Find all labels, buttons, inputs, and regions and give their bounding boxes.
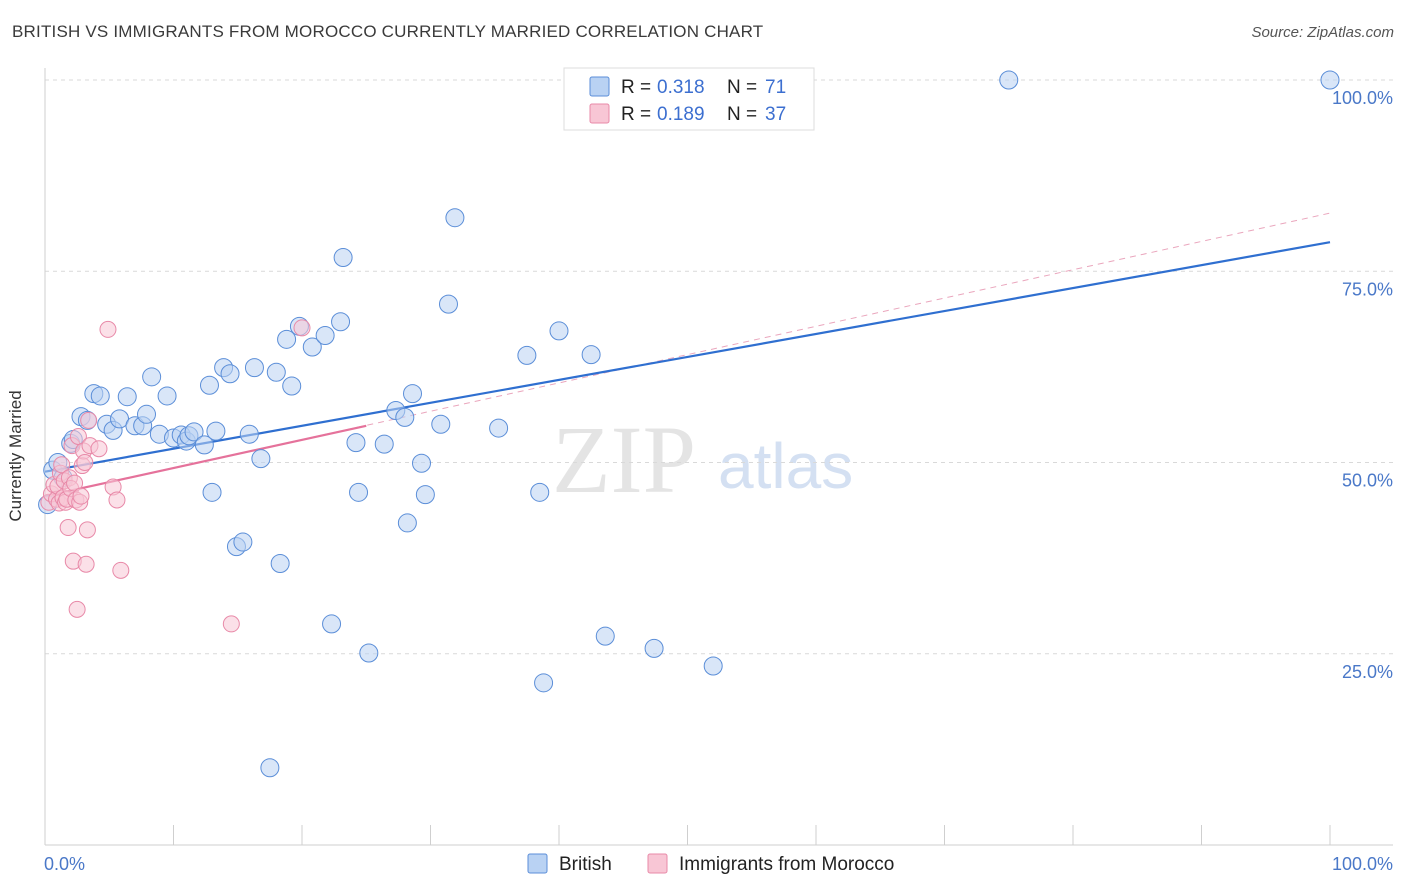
point-british-59 bbox=[445, 208, 465, 228]
watermark-zip: ZIP bbox=[552, 406, 696, 513]
y-tick-label-25: 25.0% bbox=[1342, 662, 1393, 682]
point-british-49 bbox=[359, 643, 379, 663]
point-british-25 bbox=[194, 435, 214, 455]
point-british-24 bbox=[184, 422, 204, 442]
y-tick-label-50: 50.0% bbox=[1342, 471, 1393, 491]
stats-r-value-british: 0.318 bbox=[657, 77, 705, 98]
point-british-37 bbox=[266, 362, 286, 382]
point-british-70 bbox=[1320, 70, 1340, 90]
point-british-28 bbox=[206, 421, 226, 441]
point-british-19 bbox=[157, 386, 177, 406]
series-morocco-points bbox=[40, 319, 311, 633]
y-tick-label-100: 100.0% bbox=[1332, 88, 1393, 108]
stats-n-label-morocco: N = bbox=[727, 104, 757, 125]
point-british-67 bbox=[644, 638, 664, 658]
point-british-43 bbox=[315, 326, 335, 346]
point-morocco-12 bbox=[59, 519, 77, 537]
point-british-42 bbox=[302, 337, 322, 357]
stats-n-value-british: 71 bbox=[765, 77, 786, 98]
stats-legend-swatch-british bbox=[589, 76, 610, 97]
point-morocco-31 bbox=[99, 320, 117, 338]
legend-swatch-morocco bbox=[647, 853, 668, 874]
stats-n-value-morocco: 37 bbox=[765, 104, 786, 125]
point-british-66 bbox=[595, 626, 615, 646]
point-british-13 bbox=[117, 387, 137, 407]
stats-legend: R = 0.318 N = 71 R = 0.189 N = 37 bbox=[563, 67, 815, 131]
point-british-69 bbox=[999, 70, 1019, 90]
point-british-32 bbox=[233, 532, 253, 552]
point-british-64 bbox=[549, 321, 569, 341]
y-tick-labels: 25.0% 50.0% 75.0% 100.0% bbox=[1332, 88, 1393, 682]
point-morocco-26 bbox=[77, 555, 95, 573]
point-british-36 bbox=[260, 758, 280, 778]
point-morocco-19 bbox=[68, 600, 86, 618]
point-british-39 bbox=[277, 329, 297, 349]
point-british-33 bbox=[239, 424, 259, 444]
chart-source: Source: ZipAtlas.com bbox=[1251, 24, 1394, 41]
watermark-atlas: atlas bbox=[718, 430, 853, 502]
point-british-35 bbox=[251, 449, 271, 469]
point-british-56 bbox=[415, 485, 435, 505]
point-british-53 bbox=[397, 513, 417, 533]
point-morocco-36 bbox=[293, 319, 311, 337]
point-british-62 bbox=[530, 482, 550, 502]
x-tick-label-min: 0.0% bbox=[44, 854, 85, 874]
point-british-26 bbox=[199, 375, 219, 395]
legend-swatch-british bbox=[527, 853, 548, 874]
legend-label-morocco: Immigrants from Morocco bbox=[679, 854, 894, 875]
point-british-54 bbox=[403, 384, 423, 404]
point-british-48 bbox=[349, 482, 369, 502]
x-tick-label-max: 100.0% bbox=[1332, 854, 1393, 874]
point-british-55 bbox=[412, 453, 432, 473]
point-british-68 bbox=[703, 656, 723, 676]
point-morocco-33 bbox=[108, 491, 126, 509]
point-morocco-34 bbox=[112, 561, 130, 579]
point-morocco-30 bbox=[90, 440, 108, 458]
trend-line-british bbox=[44, 241, 1331, 473]
point-british-47 bbox=[346, 433, 366, 453]
point-morocco-35 bbox=[222, 615, 240, 633]
point-british-61 bbox=[517, 345, 537, 365]
point-morocco-22 bbox=[72, 487, 90, 505]
stats-r-label-british: R = bbox=[621, 77, 651, 98]
stats-r-value-morocco: 0.189 bbox=[657, 104, 705, 125]
point-british-52 bbox=[395, 407, 415, 427]
point-british-65 bbox=[581, 345, 601, 365]
point-british-30 bbox=[220, 364, 240, 384]
point-british-57 bbox=[431, 414, 451, 434]
series-legend: British Immigrants from Morocco bbox=[527, 853, 894, 875]
stats-n-label-british: N = bbox=[727, 77, 757, 98]
trend-line-morocco bbox=[44, 424, 367, 498]
stats-legend-swatch-morocco bbox=[589, 103, 610, 124]
legend-label-british: British bbox=[559, 854, 612, 875]
chart-title: BRITISH VS IMMIGRANTS FROM MOROCCO CURRE… bbox=[12, 22, 764, 41]
point-british-58 bbox=[438, 294, 458, 314]
point-british-50 bbox=[374, 434, 394, 454]
point-british-27 bbox=[202, 482, 222, 502]
point-british-34 bbox=[244, 358, 264, 378]
point-morocco-28 bbox=[80, 411, 98, 429]
point-british-38 bbox=[270, 553, 290, 573]
point-british-9 bbox=[90, 386, 110, 406]
x-tick-labels: 0.0% 100.0% bbox=[44, 854, 1393, 874]
point-british-46 bbox=[333, 247, 353, 267]
watermark: ZIP atlas bbox=[552, 406, 853, 513]
point-british-44 bbox=[322, 614, 342, 634]
stats-r-label-morocco: R = bbox=[621, 104, 651, 125]
point-british-60 bbox=[489, 418, 509, 438]
point-british-45 bbox=[331, 312, 351, 332]
trend-lines bbox=[44, 212, 1331, 498]
point-british-63 bbox=[534, 673, 554, 693]
y-tick-label-75: 75.0% bbox=[1342, 279, 1393, 299]
point-british-40 bbox=[282, 376, 302, 396]
point-morocco-25 bbox=[76, 454, 94, 471]
point-british-17 bbox=[142, 367, 162, 387]
point-morocco-27 bbox=[78, 521, 96, 539]
axes bbox=[44, 68, 1393, 846]
point-british-16 bbox=[137, 404, 157, 424]
